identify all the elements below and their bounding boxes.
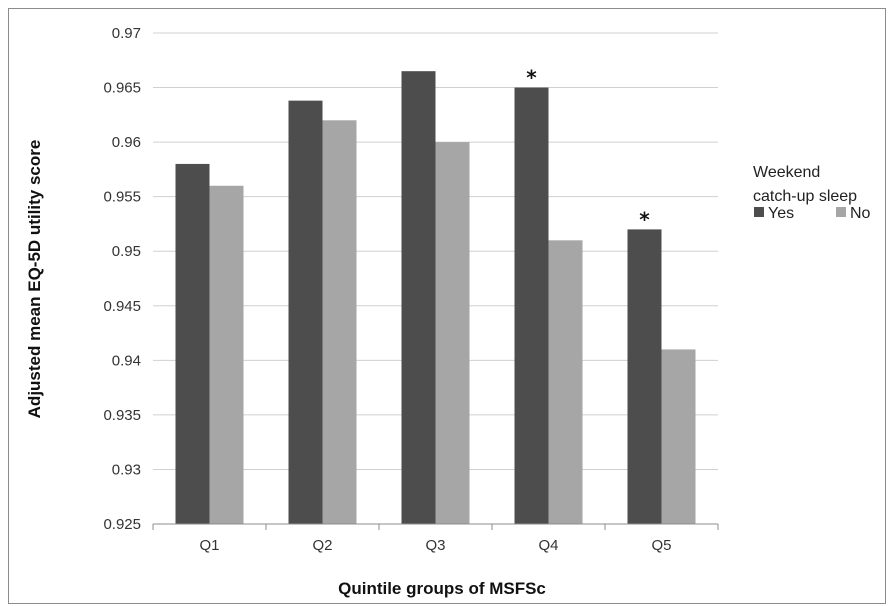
significance-marker: * xyxy=(639,207,650,231)
x-tick-label: Q4 xyxy=(538,537,558,554)
legend-label-yes: Yes xyxy=(768,205,794,222)
x-tick-label: Q1 xyxy=(199,537,219,554)
bars xyxy=(175,71,696,525)
legend-title-line1: Weekend xyxy=(753,164,820,181)
y-tick-label: 0.95 xyxy=(112,243,141,260)
legend-swatch-yes xyxy=(754,207,764,217)
annotations: ** xyxy=(526,66,650,232)
bar-yes-q1 xyxy=(175,163,210,524)
x-axis-title: Quintile groups of MSFSc xyxy=(338,579,546,598)
x-tick-label: Q3 xyxy=(425,537,445,554)
x-tick-label: Q2 xyxy=(312,537,332,554)
bar-no-q1 xyxy=(209,185,244,524)
legend-label-no: No xyxy=(850,205,871,222)
bar-yes-q3 xyxy=(401,71,436,524)
legend-swatch-no xyxy=(836,207,846,217)
significance-marker: * xyxy=(526,66,537,90)
y-tick-label: 0.96 xyxy=(112,134,141,151)
bar-no-q4 xyxy=(548,240,583,525)
legend: Weekend catch-up sleep Yes No xyxy=(753,164,871,222)
x-tick-label: Q5 xyxy=(651,537,671,554)
bar-no-q2 xyxy=(322,120,357,525)
legend-title-line2: catch-up sleep xyxy=(753,188,857,205)
y-tick-label: 0.955 xyxy=(103,189,141,206)
y-tick-label: 0.93 xyxy=(112,461,141,478)
y-tick-label: 0.97 xyxy=(112,25,141,42)
y-tick-label: 0.965 xyxy=(103,80,141,97)
bar-yes-q5 xyxy=(627,229,662,524)
bar-no-q5 xyxy=(661,349,696,524)
y-axis-title: Adjusted mean EQ-5D utility score xyxy=(25,140,44,419)
bar-yes-q2 xyxy=(288,100,323,524)
y-tick-label: 0.925 xyxy=(103,516,141,533)
y-tick-label: 0.935 xyxy=(103,407,141,424)
y-tick-labels: 0.925 0.93 0.935 0.94 0.945 0.95 0.955 0.96 0.96… xyxy=(103,25,141,533)
bar-yes-q4 xyxy=(514,87,549,525)
x-tick-labels: Q1 Q2 Q3 Q4 Q5 xyxy=(152,524,719,554)
bar-no-q3 xyxy=(435,142,470,524)
y-tick-label: 0.945 xyxy=(103,298,141,315)
y-tick-label: 0.94 xyxy=(112,352,141,369)
